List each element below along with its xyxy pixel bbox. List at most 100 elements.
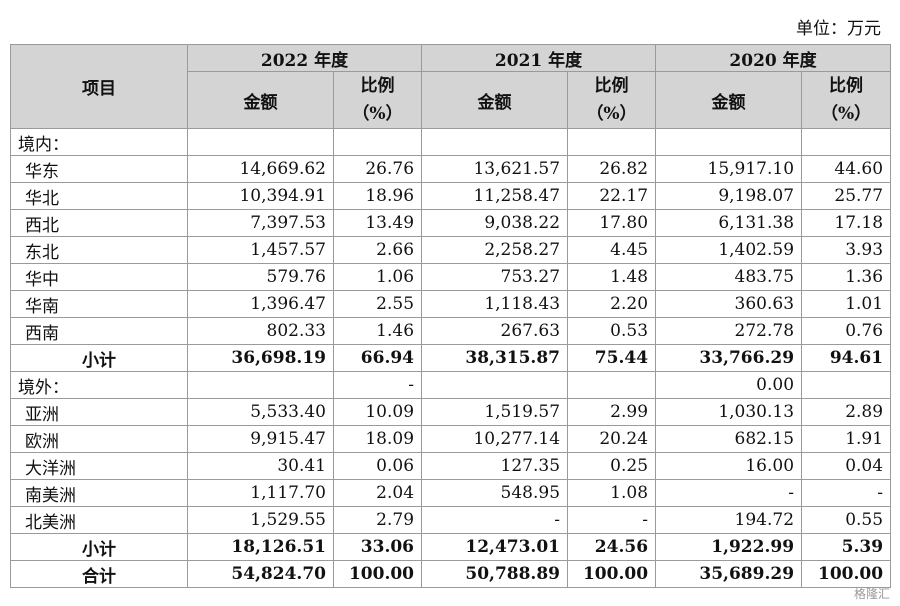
row-label: 小计 bbox=[10, 533, 188, 561]
cell-amount: 9,198.07 bbox=[655, 182, 803, 210]
table-row: 华南 1,396.47 2.55 1,118.43 2.20 360.63 1.01 bbox=[10, 290, 892, 318]
cell-ratio: 44.60 bbox=[801, 155, 892, 183]
cell-amount: 18,126.51 bbox=[187, 533, 334, 561]
cell-ratio: 1.46 bbox=[332, 317, 423, 345]
cell-ratio: 17.80 bbox=[567, 209, 657, 237]
cell-amount: 127.35 bbox=[421, 452, 569, 480]
cell-ratio: 1.01 bbox=[801, 290, 892, 318]
row-label: 华南 bbox=[10, 290, 188, 318]
header-year-2021: 2021 年度 bbox=[421, 44, 657, 72]
revenue-by-region-table: 项目 2022 年度 2021 年度 2020 年度 金额 比例 （%） 金额 比… bbox=[10, 44, 892, 588]
cell-ratio: 0.55 bbox=[801, 506, 892, 534]
cell-amount: 16.00 bbox=[655, 452, 803, 480]
cell-amount: 360.63 bbox=[655, 290, 803, 318]
cell-ratio: 5.39 bbox=[801, 533, 892, 561]
cell-amount: 9,038.22 bbox=[421, 209, 569, 237]
cell-amount: 579.76 bbox=[187, 263, 334, 291]
cell-amount: 6,131.38 bbox=[655, 209, 803, 237]
cell-amount: 10,394.91 bbox=[187, 182, 334, 210]
cell-amount: 36,698.19 bbox=[187, 344, 334, 372]
cell-ratio: 1.48 bbox=[567, 263, 657, 291]
cell-ratio: 18.09 bbox=[332, 425, 423, 453]
cell-ratio: 2.04 bbox=[332, 479, 423, 507]
cell-amount bbox=[421, 371, 569, 399]
header-item: 项目 bbox=[10, 44, 188, 129]
cell-ratio: 0.04 bbox=[801, 452, 892, 480]
cell-ratio: 94.61 bbox=[801, 344, 892, 372]
cell-ratio: 2.99 bbox=[567, 398, 657, 426]
cell-ratio: 100.00 bbox=[332, 560, 423, 588]
watermark: 格隆汇 bbox=[853, 587, 890, 601]
header-amount: 金额 bbox=[655, 71, 803, 129]
table-row: 亚洲 5,533.40 10.09 1,519.57 2.99 1,030.13 2.89 bbox=[10, 398, 892, 426]
cell-amount: 1,519.57 bbox=[421, 398, 569, 426]
table-row: 大洋洲 30.41 0.06 127.35 0.25 16.00 0.04 bbox=[10, 452, 892, 480]
cell-amount: 33,766.29 bbox=[655, 344, 803, 372]
row-label: 境外： bbox=[10, 371, 188, 399]
cell-ratio: 17.18 bbox=[801, 209, 892, 237]
cell-ratio: 20.24 bbox=[567, 425, 657, 453]
cell-amount: 10,277.14 bbox=[421, 425, 569, 453]
cell-amount: - bbox=[655, 479, 803, 507]
section-row-domestic: 境内： bbox=[10, 128, 892, 156]
cell-amount: 1,396.47 bbox=[187, 290, 334, 318]
cell-ratio: 13.49 bbox=[332, 209, 423, 237]
cell-ratio: 2.79 bbox=[332, 506, 423, 534]
cell-amount: 1,457.57 bbox=[187, 236, 334, 264]
cell-amount: 753.27 bbox=[421, 263, 569, 291]
row-label: 东北 bbox=[10, 236, 188, 264]
row-label: 大洋洲 bbox=[10, 452, 188, 480]
row-label: 西南 bbox=[10, 317, 188, 345]
header-ratio: 比例 （%） bbox=[332, 71, 423, 129]
cell-amount: 1,118.43 bbox=[421, 290, 569, 318]
cell-amount: 194.72 bbox=[655, 506, 803, 534]
cell-ratio: 2.89 bbox=[801, 398, 892, 426]
cell-amount: 1,529.55 bbox=[187, 506, 334, 534]
cell-ratio: 0.76 bbox=[801, 317, 892, 345]
cell-amount: 483.75 bbox=[655, 263, 803, 291]
cell-ratio bbox=[332, 128, 423, 156]
cell-ratio: - bbox=[332, 371, 423, 399]
cell-ratio: 1.91 bbox=[801, 425, 892, 453]
cell-amount: - bbox=[421, 506, 569, 534]
cell-amount: 548.95 bbox=[421, 479, 569, 507]
cell-amount: 11,258.47 bbox=[421, 182, 569, 210]
cell-ratio: 75.44 bbox=[567, 344, 657, 372]
header-amount: 金额 bbox=[187, 71, 334, 129]
cell-amount: 38,315.87 bbox=[421, 344, 569, 372]
section-row-overseas: 境外： - 0.00 bbox=[10, 371, 892, 399]
cell-ratio: 100.00 bbox=[801, 560, 892, 588]
cell-ratio: 22.17 bbox=[567, 182, 657, 210]
header-row-years: 项目 2022 年度 2021 年度 2020 年度 bbox=[10, 44, 892, 129]
cell-ratio: 26.82 bbox=[567, 155, 657, 183]
cell-ratio: 2.66 bbox=[332, 236, 423, 264]
cell-amount: 1,117.70 bbox=[187, 479, 334, 507]
cell-amount: 272.78 bbox=[655, 317, 803, 345]
cell-ratio: 2.55 bbox=[332, 290, 423, 318]
cell-amount: 682.15 bbox=[655, 425, 803, 453]
cell-amount: 14,669.62 bbox=[187, 155, 334, 183]
cell-amount: 30.41 bbox=[187, 452, 334, 480]
table-row: 南美洲 1,117.70 2.04 548.95 1.08- - bbox=[10, 479, 892, 507]
table-row: 西北 7,397.53 13.49 9,038.22 17.80 6,131.38 17.1… bbox=[10, 209, 892, 237]
cell-ratio: 66.94 bbox=[332, 344, 423, 372]
cell-ratio: 0.53 bbox=[567, 317, 657, 345]
cell-ratio: 33.06 bbox=[332, 533, 423, 561]
row-label: 欧洲 bbox=[10, 425, 188, 453]
cell-ratio: 3.93 bbox=[801, 236, 892, 264]
cell-amount: 1,030.13 bbox=[655, 398, 803, 426]
row-label: 合计 bbox=[10, 560, 188, 588]
cell-amount: 54,824.70 bbox=[187, 560, 334, 588]
cell-amount: 1,402.59 bbox=[655, 236, 803, 264]
cell-amount: 15,917.10 bbox=[655, 155, 803, 183]
cell-ratio: 1.36 bbox=[801, 263, 892, 291]
cell-ratio bbox=[801, 128, 892, 156]
cell-amount: 7,397.53 bbox=[187, 209, 334, 237]
row-label: 亚洲 bbox=[10, 398, 188, 426]
cell-ratio: 24.56 bbox=[567, 533, 657, 561]
cell-amount: 0.00 bbox=[655, 371, 803, 399]
header-year-2020: 2020 年度 bbox=[655, 44, 892, 72]
cell-ratio: 1.06 bbox=[332, 263, 423, 291]
cell-ratio: 2.20 bbox=[567, 290, 657, 318]
cell-amount: 9,915.47 bbox=[187, 425, 334, 453]
